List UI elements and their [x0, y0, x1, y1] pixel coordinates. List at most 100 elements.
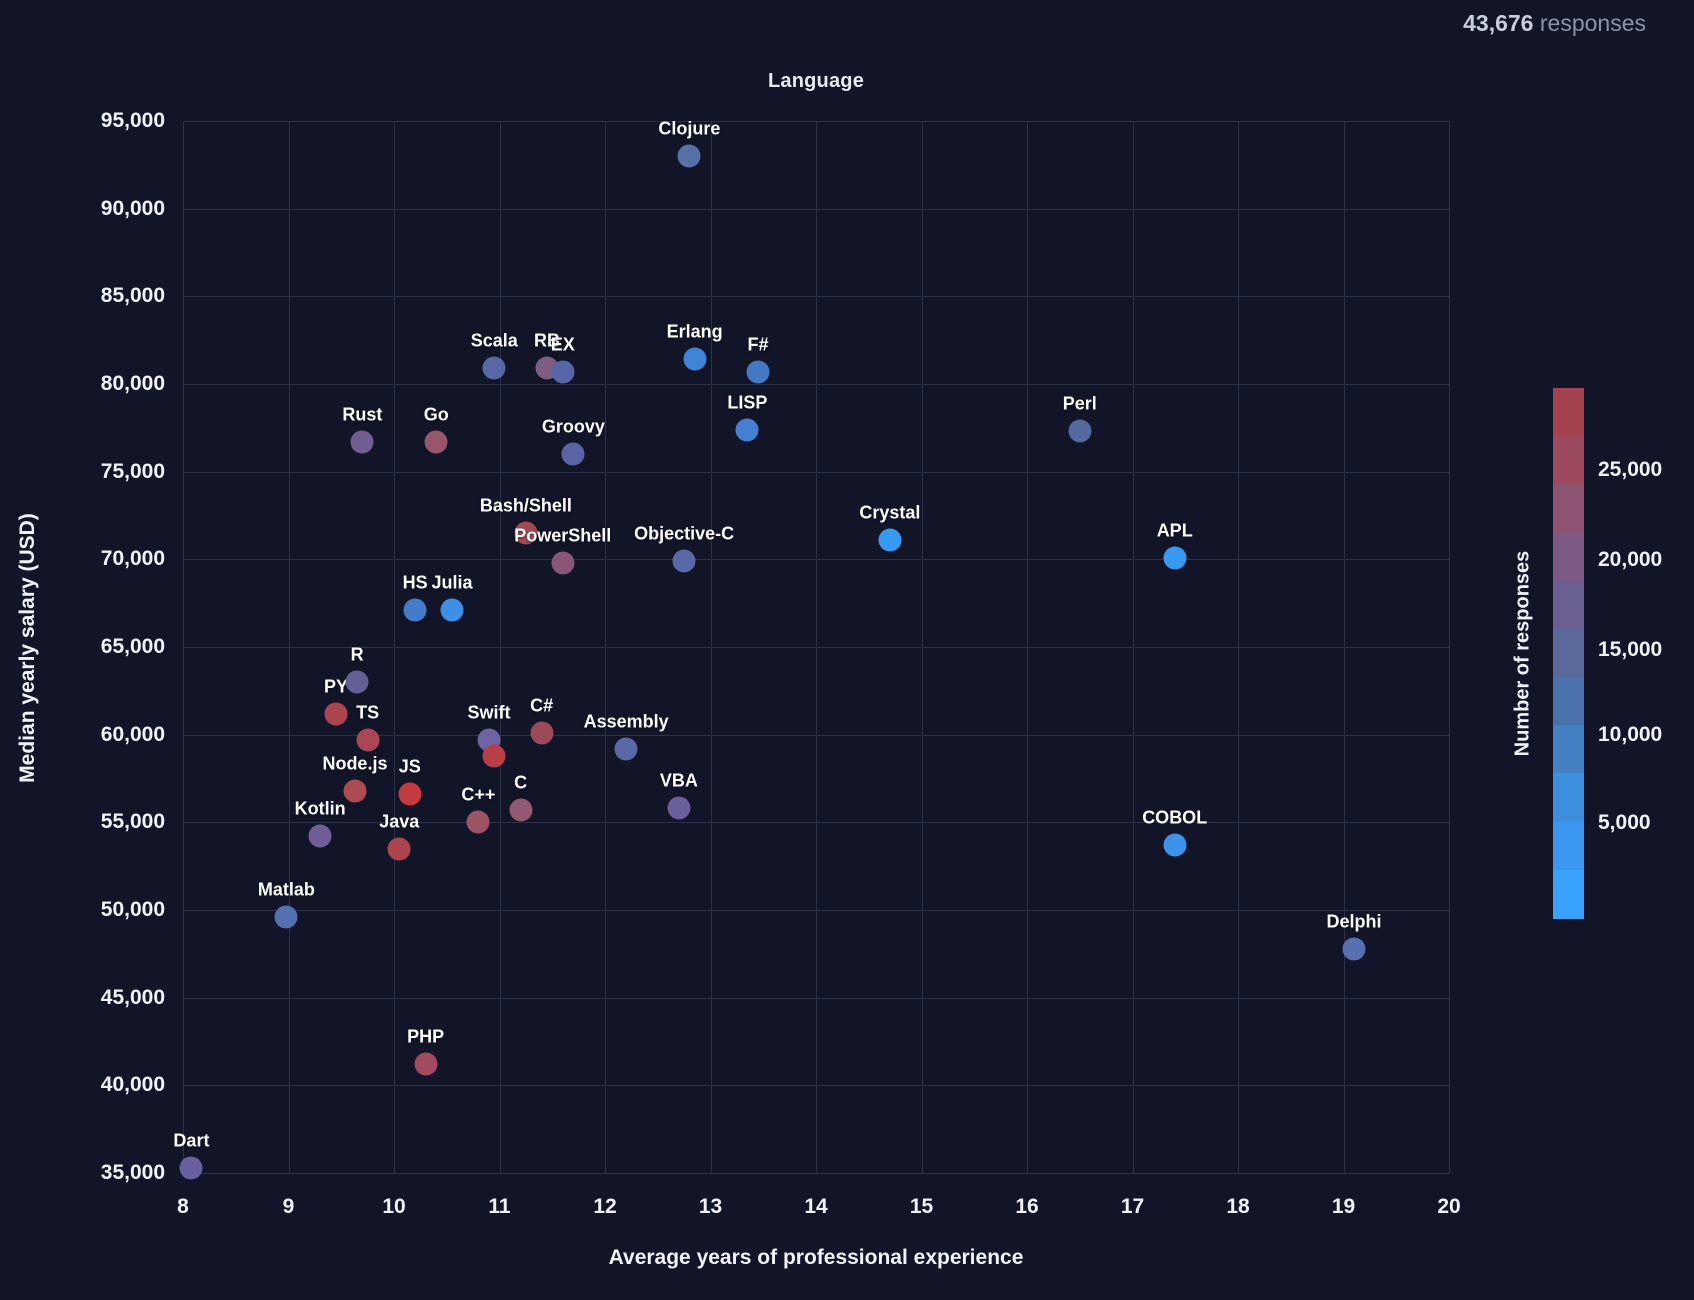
data-point[interactable] [482, 744, 506, 768]
data-point-label: Matlab [257, 879, 315, 900]
data-point[interactable] [387, 837, 411, 861]
y-tick-label: 35,000 [100, 1161, 165, 1184]
data-point-label: Delphi [1326, 911, 1382, 932]
data-point-label: Objective-C [634, 523, 735, 544]
data-point[interactable] [1163, 546, 1187, 570]
data-point-label: Node.js [322, 753, 388, 774]
data-point-label: Crystal [859, 502, 921, 523]
data-point[interactable] [667, 796, 691, 820]
data-point[interactable] [343, 779, 367, 803]
data-point-label: Rust [342, 404, 383, 425]
data-point-label: Dart [173, 1130, 210, 1151]
data-point-label: Assembly [583, 711, 669, 732]
y-gridline [183, 559, 1449, 561]
y-gridline [183, 647, 1449, 648]
y-tick-label: 70,000 [100, 547, 165, 571]
colorbar-tick-label: 15,000 [1598, 637, 1663, 661]
y-gridline [183, 1085, 1449, 1087]
data-point[interactable] [530, 721, 554, 745]
colorbar-segment [1553, 532, 1584, 582]
colorbar-segment [1553, 773, 1584, 823]
y-gridline [183, 910, 1449, 911]
data-point[interactable] [179, 1156, 203, 1180]
y-tick-label: 90,000 [100, 196, 165, 220]
data-point[interactable] [551, 551, 575, 575]
data-point[interactable] [1342, 937, 1366, 961]
data-point[interactable] [614, 737, 638, 761]
y-axis-title: Median yearly salary (USD) [16, 513, 39, 783]
colorbar-segment [1553, 677, 1584, 726]
data-point-label: PHP [407, 1026, 445, 1047]
data-point[interactable] [509, 798, 533, 822]
data-point-label: Erlang [666, 321, 723, 342]
data-point[interactable] [672, 549, 696, 573]
data-point[interactable] [466, 810, 490, 834]
y-gridline [183, 208, 1449, 210]
data-point[interactable] [746, 360, 770, 384]
data-point-label: JS [398, 756, 421, 777]
x-gridline [1449, 121, 1450, 1173]
data-point-label: TS [356, 702, 380, 723]
data-point[interactable] [735, 418, 759, 442]
data-point[interactable] [350, 430, 374, 454]
y-gridline [183, 121, 1449, 122]
data-point-label: PY [323, 676, 348, 697]
x-tick-label: 14 [804, 1195, 828, 1218]
x-tick-label: 8 [177, 1195, 189, 1218]
data-point[interactable] [345, 670, 369, 694]
data-point[interactable] [424, 430, 448, 454]
colorbar-segment [1553, 725, 1584, 775]
colorbar-tick-label: 25,000 [1598, 458, 1663, 482]
data-point[interactable] [324, 702, 348, 726]
data-point-label: C [514, 772, 528, 793]
data-point[interactable] [683, 347, 707, 371]
data-point[interactable] [677, 144, 701, 168]
data-point[interactable] [414, 1052, 438, 1076]
data-point[interactable] [561, 442, 585, 466]
data-point[interactable] [403, 598, 427, 622]
y-gridline [183, 471, 1449, 473]
y-tick-label: 55,000 [100, 810, 165, 834]
colorbar-tick-label: 20,000 [1598, 548, 1663, 572]
data-point-label: Swift [467, 702, 511, 723]
y-gridline [183, 296, 1449, 298]
data-point[interactable] [1163, 833, 1187, 857]
colorbar-segment [1553, 580, 1584, 630]
data-point[interactable] [356, 728, 380, 752]
data-point-label: C# [530, 695, 554, 716]
colorbar-tick-label: 10,000 [1598, 723, 1663, 747]
data-point-label: APL [1156, 520, 1193, 541]
data-point-label: EX [550, 334, 575, 355]
data-point-label: Bash/Shell [479, 495, 572, 516]
y-gridline [183, 822, 1449, 824]
data-point-label: Julia [431, 572, 473, 593]
data-point[interactable] [482, 356, 506, 380]
x-tick-label: 17 [1120, 1195, 1145, 1218]
y-gridline [183, 384, 1449, 385]
data-point[interactable] [398, 782, 422, 806]
colorbar-segment [1553, 869, 1584, 919]
colorbar-segment [1553, 388, 1584, 437]
data-point-label: HS [402, 572, 428, 593]
x-tick-label: 13 [698, 1195, 723, 1218]
data-point[interactable] [1068, 419, 1092, 443]
data-point[interactable] [878, 528, 902, 552]
colorbar-segment [1553, 628, 1584, 678]
data-point[interactable] [440, 598, 464, 622]
data-point-label: F# [747, 334, 769, 355]
y-tick-label: 60,000 [100, 722, 165, 746]
data-point[interactable] [308, 824, 332, 848]
data-point[interactable] [514, 521, 538, 545]
x-tick-label: 20 [1437, 1195, 1461, 1218]
y-gridline [183, 997, 1449, 999]
data-point-label: Perl [1062, 393, 1097, 414]
data-point[interactable] [551, 360, 575, 384]
y-tick-label: 45,000 [100, 985, 165, 1009]
y-tick-label: 95,000 [100, 109, 165, 132]
x-tick-label: 19 [1331, 1195, 1356, 1218]
y-tick-label: 50,000 [100, 898, 165, 921]
data-point-label: Java [379, 811, 420, 832]
x-tick-label: 12 [593, 1195, 617, 1218]
data-point[interactable] [274, 905, 298, 929]
chart-title: Language [767, 70, 865, 92]
